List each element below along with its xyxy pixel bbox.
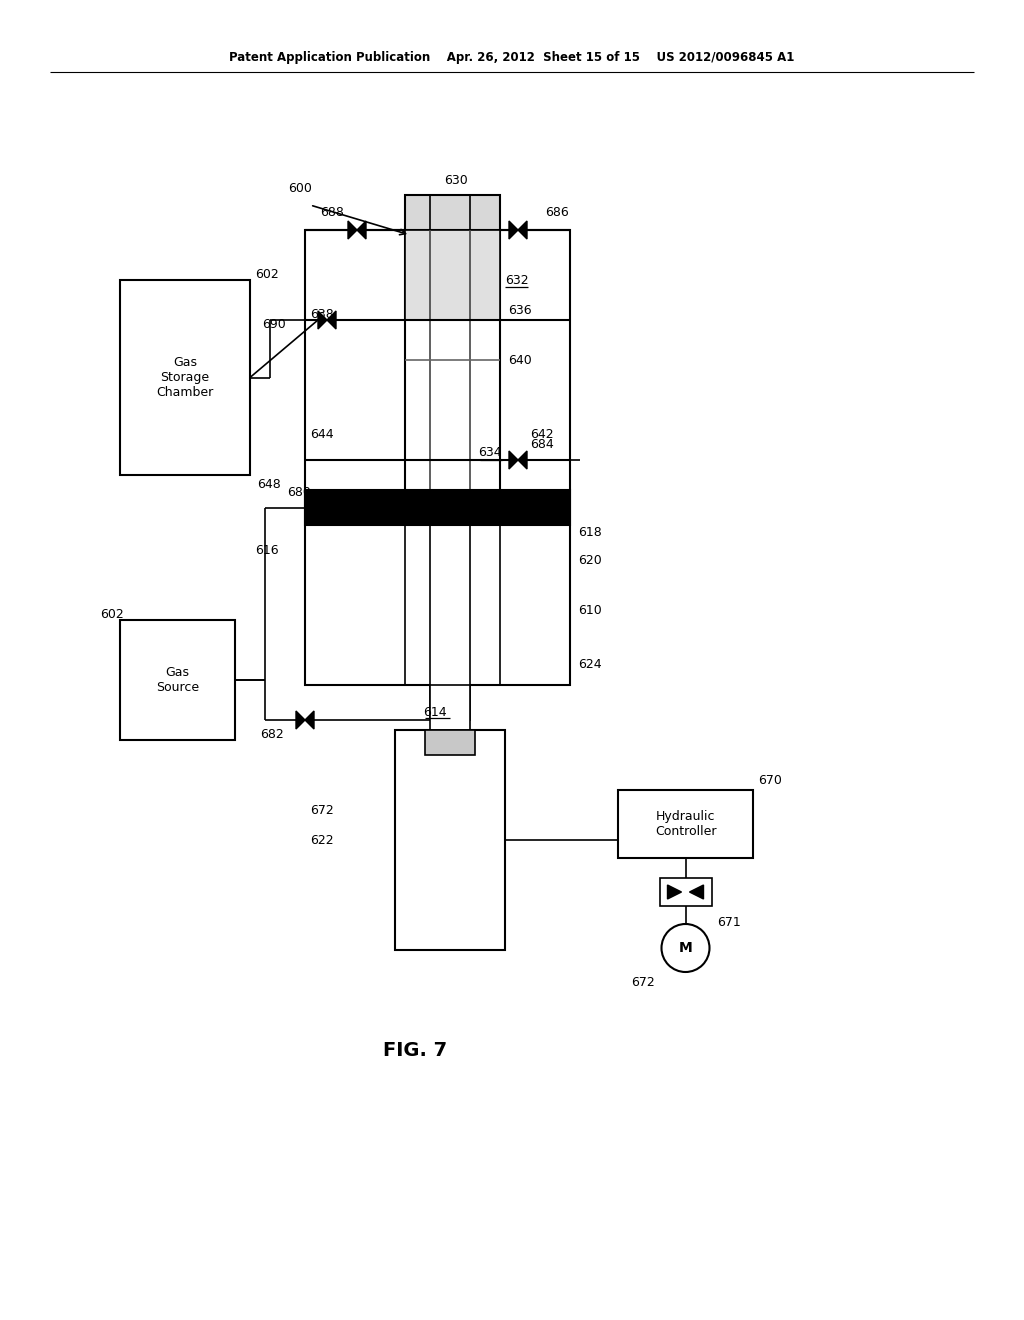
Bar [305,230,570,685]
Polygon shape [668,884,682,899]
Text: Gas
Source: Gas Source [156,667,199,694]
Bar [305,490,570,525]
Text: 620: 620 [578,553,602,566]
Polygon shape [318,499,327,516]
Text: 684: 684 [530,438,554,451]
Text: FIG. 7: FIG. 7 [383,1040,447,1060]
Polygon shape [509,451,518,469]
Polygon shape [296,711,305,729]
Text: 602: 602 [100,609,124,622]
Text: 612: 612 [443,502,467,513]
Text: 680: 680 [287,486,311,499]
Text: 690: 690 [262,318,286,331]
Text: Hydraulic
Controller: Hydraulic Controller [654,810,716,838]
Text: 648: 648 [257,479,281,491]
Bar [430,685,470,730]
Polygon shape [357,220,366,239]
Bar [659,878,712,906]
Text: 610: 610 [578,603,602,616]
Polygon shape [518,451,527,469]
Polygon shape [348,220,357,239]
Text: 671: 671 [718,916,741,929]
Bar [406,195,500,230]
Bar [430,490,470,525]
Text: 640: 640 [508,354,531,367]
Text: 614: 614 [423,705,446,718]
Bar [425,730,475,755]
Polygon shape [327,312,336,329]
Text: 638: 638 [310,309,334,322]
Polygon shape [689,884,703,899]
Polygon shape [305,711,314,729]
Text: 682: 682 [260,729,284,742]
Text: 642: 642 [530,429,554,441]
Circle shape [662,924,710,972]
Text: 672: 672 [310,804,334,817]
Text: Gas
Storage
Chamber: Gas Storage Chamber [157,356,214,399]
Text: 688: 688 [319,206,344,219]
Text: 670: 670 [758,774,782,787]
Text: 624: 624 [578,659,602,672]
Text: 622: 622 [310,833,334,846]
Polygon shape [327,499,336,516]
Text: 616: 616 [255,544,279,557]
Text: 602: 602 [255,268,279,281]
Text: 636: 636 [508,304,531,317]
Polygon shape [509,220,518,239]
Text: M: M [679,941,692,954]
Text: 600: 600 [288,181,312,194]
Text: Patent Application Publication    Apr. 26, 2012  Sheet 15 of 15    US 2012/00968: Patent Application Publication Apr. 26, … [229,51,795,65]
Polygon shape [518,220,527,239]
Bar [430,525,470,719]
Bar [406,230,500,319]
Bar [618,789,753,858]
Bar [120,280,250,475]
Text: 632: 632 [505,273,528,286]
Text: 644: 644 [310,429,334,441]
Text: 634: 634 [478,446,502,458]
Text: 672: 672 [632,975,655,989]
Polygon shape [318,312,327,329]
Bar [395,730,505,950]
Bar [120,620,234,741]
Text: 630: 630 [444,173,468,186]
Text: 618: 618 [578,527,602,540]
Text: 686: 686 [545,206,568,219]
